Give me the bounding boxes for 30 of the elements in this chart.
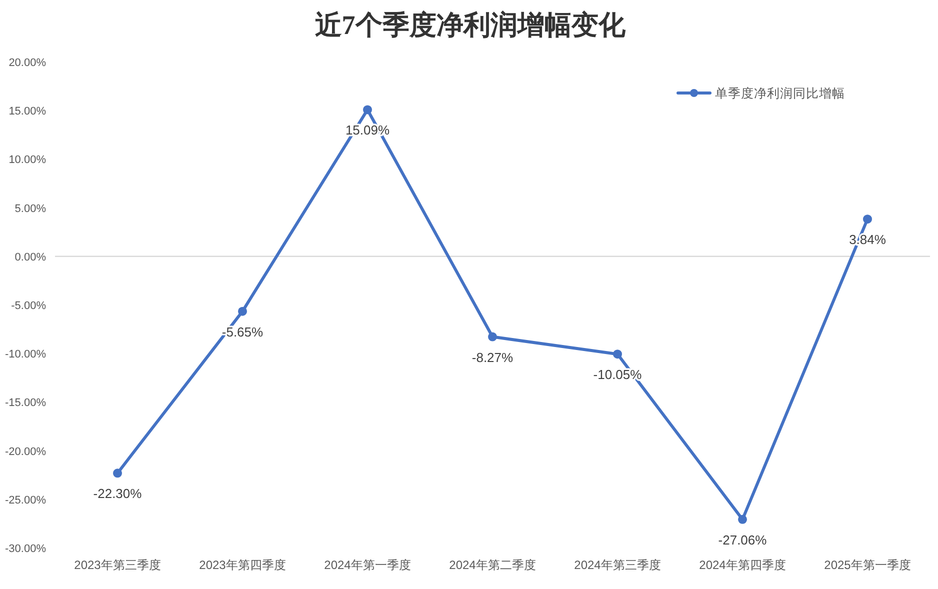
x-tick-label: 2024年第二季度 — [449, 558, 536, 572]
y-tick-label: -10.00% — [5, 348, 46, 361]
point — [863, 214, 872, 224]
point — [363, 105, 372, 114]
y-tick-label: -5.00% — [11, 300, 46, 312]
data-label: -8.27% — [472, 350, 514, 365]
point — [738, 514, 747, 524]
x-tick-label: 2023年第四季度 — [199, 558, 286, 572]
x-tick-label: 2025年第一季度 — [824, 558, 911, 572]
chart-title: 近7个季度净利润增幅变化 — [314, 10, 626, 40]
point — [113, 468, 122, 478]
data-label: -27.06% — [718, 532, 768, 548]
y-tick-label: -25.00% — [5, 494, 46, 506]
y-tick-label: -20.00% — [5, 446, 46, 458]
legend-label: 单季度净利润同比增幅 — [715, 86, 845, 100]
data-label: -22.30% — [93, 486, 142, 502]
x-tick-label: 2024年第四季度 — [699, 558, 786, 572]
point — [238, 306, 247, 316]
x-tick-label: 2024年第一季度 — [324, 558, 411, 572]
y-tick-label: 15.00% — [8, 106, 46, 118]
point — [488, 332, 497, 342]
point — [613, 350, 622, 359]
y-tick-label: -30.00% — [5, 543, 46, 555]
y-tick-label: 10.00% — [8, 154, 46, 166]
y-tick-label: 20.00% — [8, 57, 46, 69]
y-tick-label: 5.00% — [14, 202, 46, 215]
y-tick-label: -15.00% — [5, 397, 46, 410]
x-tick-label: 2024年第三季度 — [574, 558, 661, 572]
x-tick-label: 2023年第三季度 — [74, 558, 161, 572]
y-tick-label: 0.00% — [14, 251, 46, 264]
